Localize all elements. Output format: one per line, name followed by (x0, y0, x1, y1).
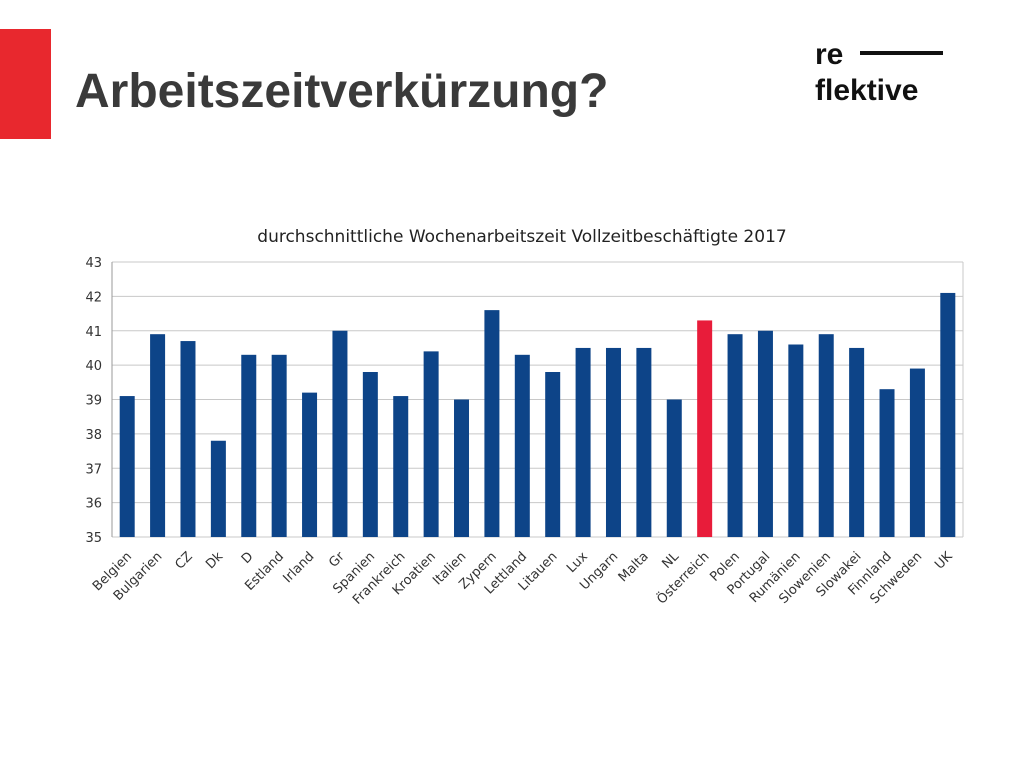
bar-schweden (909, 368, 925, 537)
bar-spanien (362, 372, 378, 537)
bar-frankreich (393, 396, 409, 537)
logo-rule (860, 51, 943, 55)
bar-belgien (119, 396, 135, 537)
y-tick-label: 43 (85, 256, 102, 271)
bar-lettland (514, 354, 530, 537)
bar-bulgarien (150, 334, 166, 537)
x-tick-label: Gr (326, 549, 348, 571)
bar-lux (575, 347, 591, 537)
y-tick-label: 42 (85, 290, 102, 305)
bar-finnland (879, 389, 895, 537)
x-tick-label: NL (659, 549, 682, 572)
logo-text-flektive: flektive (815, 74, 919, 107)
y-tick-label: 39 (85, 394, 102, 409)
bar-polen (727, 334, 743, 537)
brand-logo: re flektive (815, 40, 955, 110)
bar-gr (332, 330, 348, 537)
bar-kroatien (423, 351, 439, 537)
bar-österreich (697, 320, 713, 537)
bar-ungarn (605, 347, 621, 537)
y-tick-label: 38 (85, 428, 102, 443)
bar-uk (940, 292, 956, 537)
x-tick-label: UK (932, 549, 956, 573)
logo-text-re: re (815, 38, 844, 71)
y-tick-label: 37 (85, 462, 102, 477)
x-tick-label: Österreich (653, 548, 713, 608)
y-tick-label: 41 (85, 325, 102, 340)
bar-zypern (484, 310, 500, 537)
bar-rumänien (788, 344, 804, 537)
slide-title: Arbeitszeitverkürzung? (75, 65, 609, 118)
chart-title: durchschnittliche Wochenarbeitszeit Voll… (257, 227, 786, 247)
bar-litauen (545, 372, 561, 537)
x-tick-label: CZ (172, 549, 195, 572)
bar-portugal (757, 330, 773, 537)
bar-series (119, 292, 956, 537)
bar-italien (454, 399, 470, 537)
bar-malta (636, 347, 652, 537)
chart-gridlines (111, 261, 964, 538)
y-tick-label: 40 (85, 359, 102, 374)
x-tick-label: Malta (616, 549, 652, 585)
x-tick-label: Irland (280, 549, 317, 586)
bar-slowenien (818, 334, 834, 537)
bar-estland (271, 354, 287, 537)
bar-slowakei (849, 347, 865, 537)
x-tick-label: Dk (203, 549, 226, 572)
y-axis: 35 36 37 38 39 40 41 42 43 (85, 256, 102, 546)
accent-bar (0, 29, 51, 139)
bar-d (241, 354, 257, 537)
bar-irland (302, 392, 318, 537)
y-tick-label: 35 (85, 531, 102, 546)
bar-nl (666, 399, 682, 537)
bar-cz (180, 341, 196, 537)
y-tick-label: 36 (85, 497, 102, 512)
x-tick-label: D (239, 549, 257, 567)
bar-dk (210, 440, 226, 537)
